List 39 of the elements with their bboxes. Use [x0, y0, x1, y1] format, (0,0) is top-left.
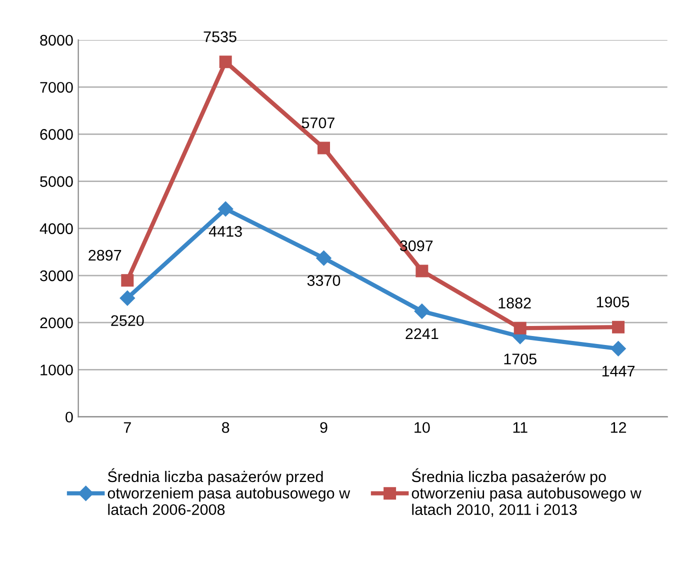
point: [318, 142, 330, 154]
data-label: 2241: [406, 328, 438, 339]
point: [121, 274, 134, 287]
data-label: 1705: [504, 354, 536, 364]
data-label: 1905: [596, 296, 630, 308]
point: [316, 250, 332, 266]
data-label: 7535: [204, 31, 236, 42]
x-tick-label: 8: [222, 422, 230, 433]
y-tick-label: 7000: [40, 82, 73, 93]
data-label: 2520: [111, 315, 144, 326]
point: [416, 264, 428, 278]
x-tick-label: 10: [414, 422, 430, 433]
legend-label: Średnia liczba pasażerów przed otworzeniem pasa autobusowego w latach 2006-2008: [108, 468, 350, 516]
point: [218, 201, 234, 217]
data-label: 5707: [302, 117, 334, 128]
legend-label: Średnia liczba pasażerów po otworzeniu pasa autobusowego w latach 2010, 2011 i 2013: [412, 468, 642, 517]
point: [610, 341, 626, 356]
data-label: 4413: [208, 226, 242, 237]
x-tick-label: 9: [320, 422, 328, 433]
data-label: 3370: [307, 275, 340, 286]
x-tick-label: 7: [124, 422, 131, 433]
y-tick-label: 2000: [40, 317, 73, 328]
data-label: 1882: [498, 298, 531, 308]
y-tick-label: 0: [66, 412, 73, 423]
y-tick-label: 4000: [40, 223, 73, 234]
x-tick-label: 11: [513, 422, 528, 433]
y-tick-label: 5000: [40, 176, 73, 187]
point: [514, 322, 526, 334]
point: [612, 320, 625, 334]
y-tick-label: 3000: [40, 270, 73, 282]
data-label: 1447: [602, 366, 635, 376]
point: [219, 56, 232, 68]
y-tick-label: 6000: [40, 129, 73, 140]
data-label: 2897: [88, 250, 122, 261]
point: [120, 290, 135, 306]
y-tick-label: 8000: [40, 34, 73, 46]
point: [414, 304, 430, 319]
y-tick-label: 1000: [40, 364, 73, 376]
x-tick-label: 12: [610, 422, 626, 433]
